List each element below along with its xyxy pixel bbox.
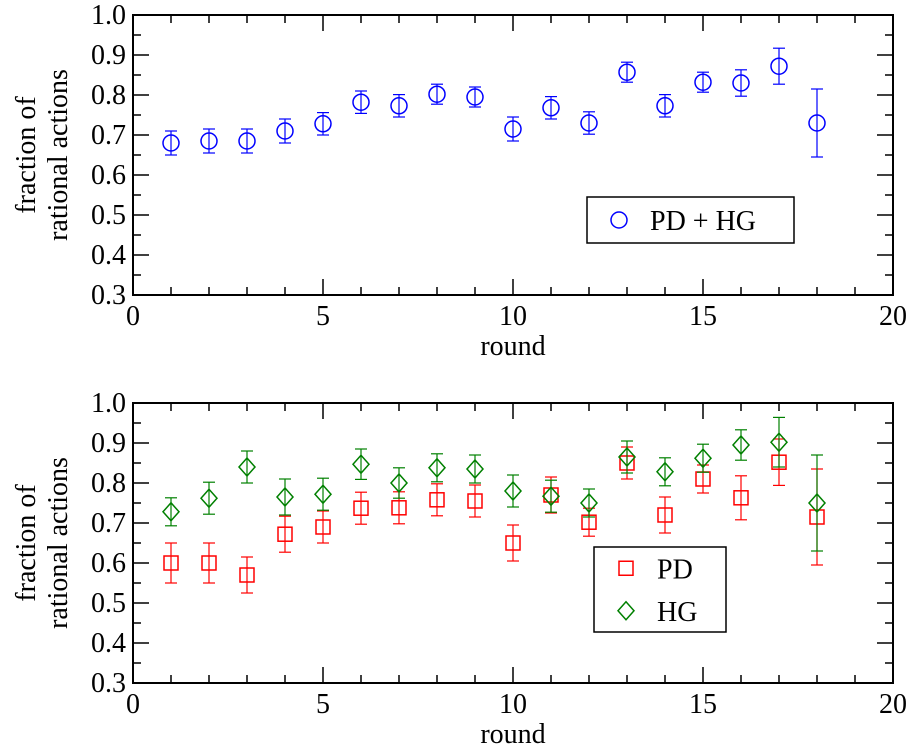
y-tick-label: 0.3 — [91, 280, 126, 311]
x-tick-label: 10 — [499, 301, 527, 332]
y-tick-label: 0.5 — [91, 588, 126, 619]
y-axis-label-line-1: fraction of — [11, 484, 42, 602]
x-tick-label: 15 — [689, 301, 717, 332]
series-pd-hg — [163, 48, 825, 157]
legend-label: HG — [657, 597, 697, 628]
y-axis-label-line-1: fraction of — [11, 96, 42, 214]
bottom-panel: 0 5 10 15 20 0.3 0.4 0.5 0.6 0.7 0.8 0.9 1.0 round fra… — [11, 388, 907, 747]
legend-label: PD + HG — [650, 206, 756, 237]
y-tick-label: 0.8 — [91, 468, 126, 499]
y-tick-label: 0.4 — [91, 628, 126, 659]
y-tick-label: 0.7 — [91, 120, 126, 151]
x-tick-label: 0 — [126, 689, 140, 720]
y-tick-label: 0.4 — [91, 240, 126, 271]
y-tick-label: 0.3 — [91, 668, 126, 699]
series-hg — [163, 417, 825, 551]
y-tick-label: 0.9 — [91, 40, 126, 71]
y-tick-label: 0.9 — [91, 428, 126, 459]
top-panel: 0 5 10 15 20 0.3 0.4 0.5 0.6 0.7 0.8 0.9 1.0 round fra… — [11, 0, 907, 362]
y-tick-label: 0.5 — [91, 200, 126, 231]
y-tick-label: 1.0 — [91, 388, 126, 419]
x-axis-label: round — [480, 719, 545, 747]
x-tick-label: 5 — [316, 689, 330, 720]
y-axis-label-line-2: rational actions — [43, 69, 74, 241]
legend-label: PD — [657, 554, 693, 585]
y-axis-label-line-2: rational actions — [43, 457, 74, 629]
x-tick-label: 5 — [316, 301, 330, 332]
y-tick-label: 0.8 — [91, 80, 126, 111]
x-tick-label: 10 — [499, 689, 527, 720]
x-tick-label: 20 — [879, 301, 907, 332]
x-tick-label: 0 — [126, 301, 140, 332]
x-tick-label: 15 — [689, 689, 717, 720]
y-tick-label: 0.6 — [91, 160, 126, 191]
x-tick-label: 20 — [879, 689, 907, 720]
y-tick-label: 0.7 — [91, 508, 126, 539]
y-tick-label: 0.6 — [91, 548, 126, 579]
x-axis-label: round — [480, 331, 545, 362]
y-tick-label: 1.0 — [91, 0, 126, 31]
